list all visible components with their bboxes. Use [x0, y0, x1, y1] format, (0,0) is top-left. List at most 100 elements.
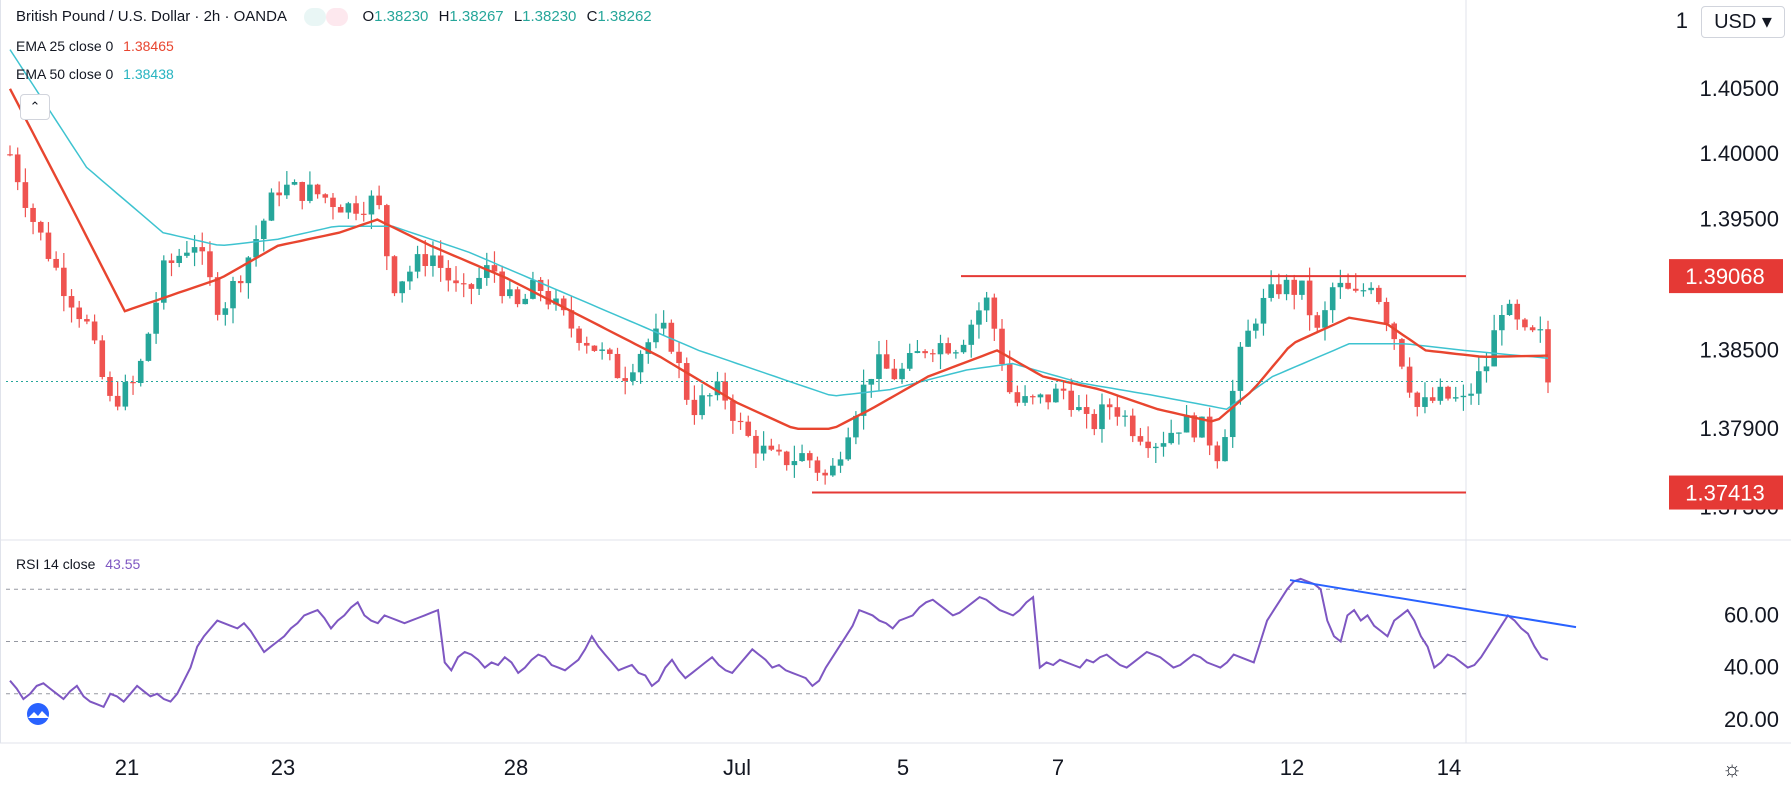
tradingview-logo-icon[interactable] — [22, 703, 54, 725]
ema50-legend[interactable]: EMA 50 close 0 1.38438 — [16, 66, 174, 82]
candle-body — [1099, 404, 1105, 430]
level-price-label: 1.37413 — [1685, 481, 1765, 506]
wave-icon[interactable] — [326, 8, 349, 27]
candle-body — [614, 353, 621, 379]
candle-body — [783, 451, 790, 466]
candle-body — [583, 342, 590, 346]
candle-body — [345, 203, 352, 213]
interval[interactable]: 2h — [203, 8, 221, 25]
candle-body — [799, 453, 805, 462]
candle-body — [1483, 366, 1490, 372]
candle-body — [876, 354, 882, 379]
candle-body — [337, 207, 344, 213]
candle-body — [607, 349, 613, 354]
level-price-badge — [1669, 259, 1783, 294]
candle-body — [1068, 390, 1075, 411]
candle-body — [207, 251, 213, 278]
time-tick-label: 5 — [897, 755, 909, 780]
high-label: H — [438, 8, 450, 25]
candle-body — [222, 308, 229, 315]
candle-body — [906, 353, 913, 369]
candle-body — [860, 384, 867, 416]
close-value: 1.38262 — [597, 8, 652, 25]
candle-body — [637, 353, 644, 373]
candle-body — [1053, 388, 1059, 403]
candle-body — [1037, 394, 1044, 398]
candle-body — [237, 280, 244, 284]
candle-body — [530, 279, 536, 299]
candle-body — [1468, 393, 1474, 396]
currency-select[interactable]: USD ▾ — [1701, 6, 1785, 38]
candle-body — [1499, 315, 1505, 331]
candle-body — [1029, 396, 1036, 398]
candle-body — [445, 267, 452, 281]
candle-body — [1360, 290, 1367, 292]
candle-body — [176, 255, 182, 263]
candle-body — [999, 328, 1005, 365]
separator: · — [220, 8, 234, 25]
candle-body — [1429, 397, 1436, 401]
candle-body — [384, 205, 390, 257]
candle-body — [837, 459, 844, 466]
candle-body — [1322, 310, 1328, 328]
candle-body — [1191, 415, 1198, 438]
candle-body — [1229, 390, 1236, 438]
candle-body — [706, 395, 713, 397]
candle-body — [1060, 388, 1067, 391]
chevron-down-icon: ▾ — [1761, 11, 1772, 33]
candle-body — [722, 381, 728, 401]
candle-body — [1299, 280, 1305, 295]
candle-body — [268, 192, 275, 221]
candle-body — [260, 220, 267, 240]
rsi-tick-label: 40.00 — [1724, 655, 1779, 680]
candle-body — [199, 247, 206, 252]
candle-body — [691, 399, 698, 416]
candle-body — [314, 184, 321, 195]
candle-body — [1222, 437, 1228, 462]
candle-body — [914, 351, 921, 354]
candle-body — [30, 207, 36, 222]
ema50-line — [9, 49, 1549, 410]
candle-body — [1445, 386, 1451, 399]
candle-body — [91, 321, 98, 341]
open-value: 1.38230 — [374, 8, 429, 25]
candle-body — [553, 298, 559, 305]
candle-body — [53, 258, 59, 268]
candle-body — [191, 247, 198, 253]
candle-body — [1506, 303, 1513, 316]
candle-body — [145, 333, 152, 361]
candle-body — [476, 277, 482, 289]
candle-body — [299, 181, 306, 201]
candle-body — [1399, 339, 1405, 367]
rsi-label: RSI 14 close — [16, 556, 96, 572]
candle-body — [1091, 413, 1098, 430]
broker[interactable]: OANDA — [233, 8, 287, 25]
candle-body — [360, 213, 367, 215]
candle-body — [1153, 446, 1159, 449]
candle-body — [622, 378, 628, 381]
rsi-legend[interactable]: RSI 14 close 43.55 — [16, 556, 140, 572]
price-tick-label: 1.40500 — [1699, 76, 1779, 101]
candle-body — [806, 453, 813, 461]
gear-icon[interactable]: ☼ — [1722, 756, 1743, 781]
candle-body — [653, 328, 659, 343]
candle-body — [730, 400, 736, 421]
ema25-label: EMA 25 close 0 — [16, 38, 114, 54]
candle-body — [37, 221, 44, 233]
market-status-icon[interactable] — [304, 8, 327, 27]
candle-body — [45, 232, 52, 259]
candle-body — [976, 310, 982, 325]
candle-body — [1414, 392, 1421, 407]
candle-body — [1045, 394, 1051, 403]
symbol-name[interactable]: British Pound / U.S. Dollar — [16, 8, 191, 25]
candle-body — [1537, 329, 1544, 331]
collapse-legend-button[interactable]: ⌃ — [20, 94, 50, 120]
time-tick-label: 7 — [1052, 755, 1064, 780]
candle-body — [1176, 432, 1182, 434]
candle-body — [307, 184, 313, 201]
ema50-label: EMA 50 close 0 — [16, 66, 114, 82]
candle-body — [1206, 416, 1213, 446]
rsi-trendline — [1289, 579, 1577, 629]
ema25-legend[interactable]: EMA 25 close 0 1.38465 — [16, 38, 174, 54]
